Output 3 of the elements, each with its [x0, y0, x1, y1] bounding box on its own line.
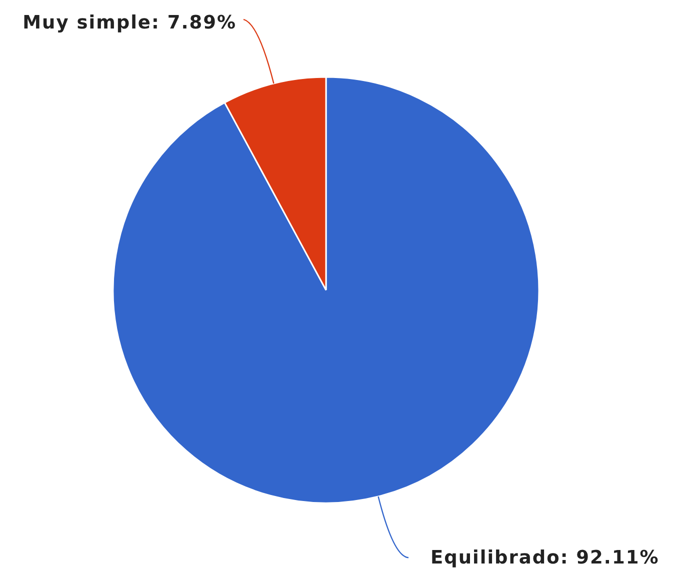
pie-slice — [112, 76, 540, 504]
slice-label: Equilibrado: 92.11% — [430, 548, 660, 569]
slice-label: Muy simple: 7.89% — [22, 12, 237, 34]
